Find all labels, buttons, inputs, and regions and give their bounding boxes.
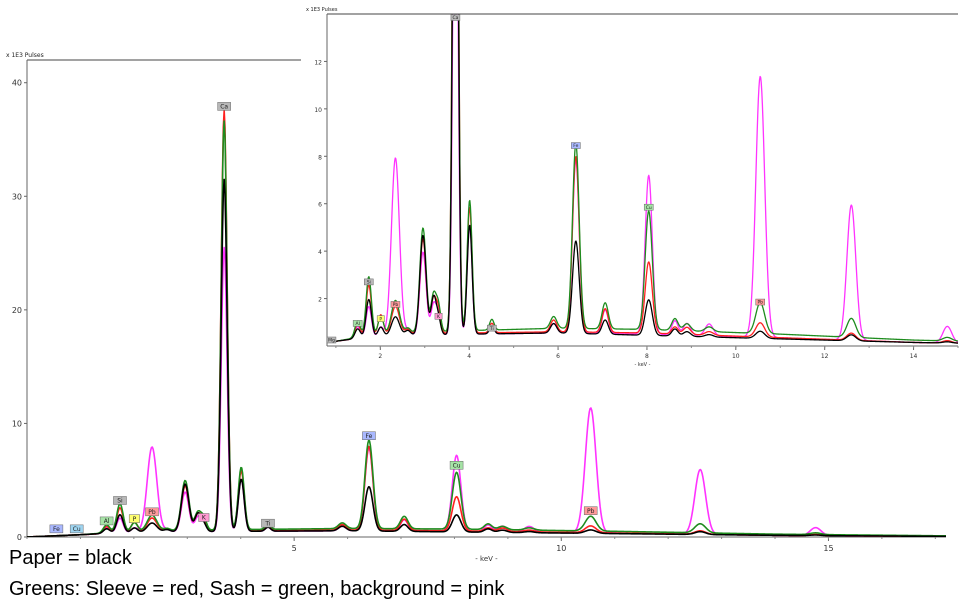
main-element-tag-cu <box>69 524 84 534</box>
main-y-tick-label: 20 <box>12 306 22 315</box>
main-element-label-fe: Fe <box>53 526 60 533</box>
main-x-axis-label: - keV - <box>475 555 498 563</box>
inset-x-tick-label: 4 <box>467 353 471 360</box>
inset-y-tick-label: 10 <box>314 107 322 114</box>
main-element-tag-pb <box>583 506 598 515</box>
inset-x-axis-label: - keV - <box>634 362 650 368</box>
main-element-tag-k <box>198 513 210 522</box>
main-element-tag-pb <box>145 507 159 517</box>
inset-series-paper <box>327 14 958 344</box>
main-element-label-ca: Ca <box>220 104 228 111</box>
inset-x-tick-label: 10 <box>732 353 740 360</box>
main-element-tag-p <box>128 514 140 523</box>
inset-title: x 1E3 Pulses <box>306 7 338 13</box>
main-element-tag-si <box>113 496 127 505</box>
main-y-tick-label: 30 <box>12 192 22 201</box>
inset-element-tag-cu <box>643 203 654 211</box>
inset-element-tag-ti <box>487 324 497 332</box>
main-element-label-cu: Cu <box>73 526 81 533</box>
inset-y-tick-label: 8 <box>318 154 322 161</box>
inset-element-tag-al <box>352 320 363 327</box>
inset-element-tag-p <box>376 315 385 322</box>
inset-element-label-cu: Cu <box>646 205 652 211</box>
main-y-tick-label: 10 <box>12 419 22 428</box>
main-element-label-p: P <box>133 516 137 523</box>
main-element-label-pb: Pb <box>148 509 156 516</box>
main-element-tag-fe <box>49 524 64 534</box>
inset-y-tick-label: 4 <box>318 249 322 256</box>
main-element-tag-ca <box>217 102 231 111</box>
inset-element-tag-si <box>364 278 374 286</box>
inset-x-tick-label: 2 <box>378 353 382 360</box>
inset-element-label-p: P <box>379 316 382 322</box>
inset-element-tag-k <box>434 313 443 320</box>
main-element-tag-fe <box>362 431 376 440</box>
inset-element-label-al: Al <box>355 321 359 327</box>
inset-element-label-pb: Pb <box>393 302 399 308</box>
main-element-label-si: Si <box>117 498 123 505</box>
inset-series-group <box>327 14 958 344</box>
inset-element-label-k: K <box>437 314 441 320</box>
main-title: x 1E3 Pulses <box>6 52 44 59</box>
main-y-tick-label: 40 <box>12 79 22 88</box>
inset-element-label-fe: Fe <box>573 143 578 149</box>
inset-element-tag-pb <box>755 298 766 306</box>
main-element-label-k: K <box>202 515 207 522</box>
main-element-tag-cu <box>449 461 464 470</box>
legend-caption-paper: Paper = black <box>9 547 132 569</box>
inset-x-tick-label: 8 <box>645 353 649 360</box>
main-y-tick-label: 0 <box>17 533 22 542</box>
inset-element-tag-ca <box>450 14 461 21</box>
main-series-group <box>27 109 946 537</box>
main-element-label-cu: Cu <box>453 463 461 470</box>
main-element-label-pb: Pb <box>587 508 595 515</box>
legend-caption-greens: Greens: Sleeve = red, Sash = green, back… <box>9 578 505 600</box>
inset-element-tag-mg <box>326 336 337 344</box>
main-x-tick-label: 15 <box>823 544 833 553</box>
main-x-tick-label: 5 <box>292 544 297 553</box>
inset-element-tag-pb <box>390 301 401 308</box>
inset-element-label-ca: Ca <box>452 15 458 21</box>
inset-x-tick-label: 12 <box>821 353 829 360</box>
main-series-paper <box>27 178 946 537</box>
main-element-tag-ti <box>261 518 275 528</box>
inset-y-tick-label: 6 <box>318 202 322 209</box>
main-element-tag-al <box>99 516 114 526</box>
inset-x-tick-label: 14 <box>910 353 918 360</box>
inset-element-label-ti: Ti <box>489 326 494 332</box>
inset-element-label-pb: Pb <box>757 300 763 306</box>
inset-spectrum-plot: x 1E3 Pulses 2 4 6 8 10 12 2 4 6 8 10 12 14 - keV - Mg A… <box>301 0 961 372</box>
inset-x-tick-label: 6 <box>556 353 560 360</box>
inset-panel <box>301 0 961 372</box>
main-element-label-al: Al <box>104 518 110 525</box>
main-element-label-fe: Fe <box>366 433 373 440</box>
inset-element-label-mg: Mg <box>328 338 335 344</box>
main-x-tick-label: 10 <box>556 544 566 553</box>
inset-element-tag-fe <box>571 142 581 149</box>
inset-y-tick-label: 12 <box>314 59 322 66</box>
main-element-label-ti: Ti <box>264 520 270 527</box>
inset-y-tick-label: 2 <box>318 297 322 304</box>
inset-element-label-si: Si <box>367 280 371 286</box>
